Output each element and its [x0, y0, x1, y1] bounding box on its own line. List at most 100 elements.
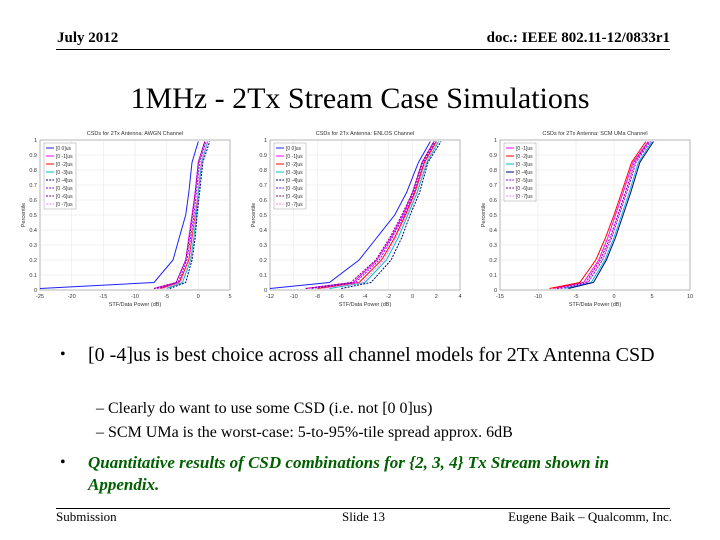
- x-tick-label: -15: [99, 294, 107, 300]
- plot-scm-uma-svg: CSDs for 2Tx Antenna: SCM UMa Channel 0 0.…: [481, 131, 693, 308]
- series-line: [305, 141, 435, 289]
- legend-label: [0 -5]us: [286, 186, 303, 192]
- legend-label: [0 -3]us: [516, 162, 533, 168]
- bullet-dot: •: [60, 454, 66, 471]
- y-tick-label: 0.1: [29, 273, 37, 279]
- legend-label: [0 -7]us: [516, 194, 533, 200]
- bullet-2-text: Quantitative results of CSD combinations…: [88, 453, 609, 494]
- legend-label: [0 0]us: [56, 146, 72, 152]
- plot-enlos-svg: CSDs for 2Tx Antenna: ENLOS Channel 0 0.1 0…: [251, 131, 462, 308]
- y-tick-label: 0.5: [489, 213, 497, 219]
- legend-label: [0 -2]us: [286, 162, 303, 168]
- x-tick-label: -8: [315, 294, 320, 300]
- y-tick-label: 0.4: [259, 228, 267, 234]
- x-tick-label: 5: [650, 294, 653, 300]
- y-tick-label: 0.9: [29, 153, 37, 159]
- x-tick-label: 0: [411, 294, 414, 300]
- x-tick-label: -6: [339, 294, 344, 300]
- x-axis-label: STF/Data Power (dB): [109, 302, 162, 308]
- y-tick-label: 0.1: [259, 273, 267, 279]
- series-line: [269, 141, 431, 289]
- y-axis-label: Percentile: [251, 203, 257, 227]
- y-tick-label: 0.3: [29, 243, 37, 249]
- y-tick-label: 0.7: [29, 183, 37, 189]
- legend-label: [0 -6]us: [56, 194, 73, 200]
- y-tick-label: 0.2: [259, 258, 267, 264]
- legend-label: [0 -2]us: [516, 154, 533, 160]
- series-line: [556, 141, 650, 289]
- legend-label: [0 -4]us: [286, 178, 303, 184]
- x-tick-label: 5: [228, 294, 231, 300]
- y-tick-label: 1: [34, 138, 37, 144]
- legend-label: [0 -4]us: [516, 170, 533, 176]
- sub-bullet-2: – SCM UMa is the worst-case: 5-to-95%-ti…: [96, 424, 513, 441]
- legend-label: [0 -3]us: [56, 170, 73, 176]
- footer-submission: Submission: [56, 509, 117, 524]
- plot-enlos: CSDs for 2Tx Antenna: ENLOS Channel 0 0.1 0…: [248, 128, 470, 310]
- legend-label: [0 -5]us: [516, 178, 533, 184]
- legend-label: [0 -1]us: [286, 154, 303, 160]
- x-tick-label: -25: [36, 294, 44, 300]
- x-tick-label: -5: [574, 294, 579, 300]
- y-tick-label: 0.8: [259, 168, 267, 174]
- x-tick-label: 0: [197, 294, 200, 300]
- legend-box: [43, 142, 77, 210]
- y-tick-label: 0: [34, 288, 37, 294]
- sub-bullet-1: – Clearly do want to use some CSD (i.e. …: [96, 400, 433, 417]
- legend-label: [0 0]us: [286, 146, 302, 152]
- y-tick-label: 0.5: [259, 213, 267, 219]
- x-axis-label: STF/Data Power (dB): [339, 302, 392, 308]
- y-tick-label: 0.8: [489, 168, 497, 174]
- legend-label: [0 -3]us: [286, 170, 303, 176]
- y-tick-label: 0.6: [489, 198, 497, 204]
- y-tick-label: 0.7: [489, 183, 497, 189]
- legend-label: [0 -4]us: [56, 178, 73, 184]
- header-date: July 2012: [57, 30, 119, 46]
- chart-title: CSDs for 2Tx Antenna: ENLOS Channel: [316, 131, 414, 137]
- series-line: [559, 141, 651, 289]
- series-line: [568, 141, 654, 289]
- slide-title: 1MHz - 2Tx Stream Case Simulations: [130, 82, 590, 115]
- series-line: [163, 141, 208, 289]
- x-tick-label: -10: [290, 294, 298, 300]
- y-axis-label: Percentile: [481, 203, 487, 227]
- series-line: [549, 141, 647, 289]
- y-tick-label: 0.6: [29, 198, 37, 204]
- y-tick-label: 0.6: [259, 198, 267, 204]
- series-line: [329, 141, 440, 289]
- x-tick-label: 4: [458, 294, 461, 300]
- series-line: [39, 141, 199, 289]
- x-tick-label: -5: [164, 294, 169, 300]
- y-tick-label: 0.1: [489, 273, 497, 279]
- series-line: [157, 141, 207, 289]
- series-line: [560, 141, 651, 289]
- x-axis-label: STF/Data Power (dB): [569, 302, 622, 308]
- series-line: [317, 141, 437, 289]
- header-rule: [56, 49, 670, 50]
- x-tick-label: 2: [435, 294, 438, 300]
- x-tick-label: -12: [266, 294, 274, 300]
- series-line: [341, 141, 442, 289]
- series-line: [553, 141, 649, 289]
- y-tick-label: 1: [494, 138, 497, 144]
- legend-label: [0 -7]us: [56, 202, 73, 208]
- series-line: [564, 141, 653, 289]
- y-tick-label: 0: [264, 288, 267, 294]
- bullet-2: • Quantitative results of CSD combinatio…: [60, 452, 680, 496]
- y-axis-label: Percentile: [21, 203, 27, 227]
- y-tick-label: 0.4: [29, 228, 37, 234]
- y-tick-label: 0.4: [489, 228, 497, 234]
- header-doc-id: doc.: IEEE 802.11-12/0833r1: [486, 30, 670, 46]
- legend-label: [0 -5]us: [56, 186, 73, 192]
- plot-awgn: CSDs for 2Tx Antenna: AWGN Channel 0 0.1 0.…: [18, 128, 240, 310]
- bullet-1: • [0 -4]us is best choice across all cha…: [60, 343, 680, 367]
- chart-title: CSDs for 2Tx Antenna: SCM UMa Channel: [542, 131, 647, 137]
- y-tick-label: 0.3: [259, 243, 267, 249]
- y-tick-label: 0.5: [29, 213, 37, 219]
- legend-label: [0 -1]us: [56, 154, 73, 160]
- series-line: [169, 141, 211, 289]
- legend-label: [0 -1]us: [516, 146, 533, 152]
- y-tick-label: 0.7: [259, 183, 267, 189]
- x-tick-label: -2: [386, 294, 391, 300]
- y-tick-label: 0.9: [259, 153, 267, 159]
